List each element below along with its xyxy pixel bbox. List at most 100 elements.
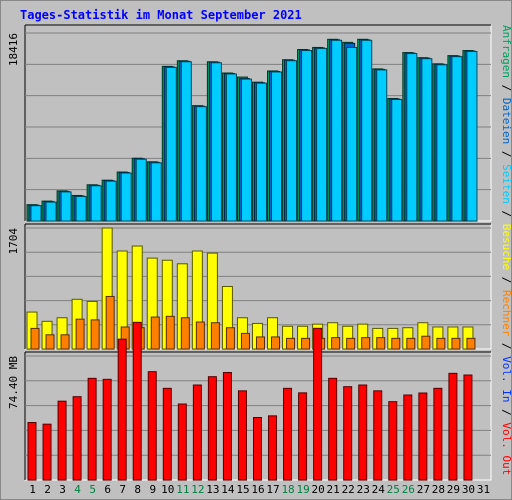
bar-seiten-day-13 [210, 62, 222, 222]
panel-top: 18416 [7, 24, 492, 222]
bar-seiten-day-21 [331, 39, 343, 222]
bar-seiten-day-16 [255, 82, 267, 222]
bar-rechner-day-17 [271, 336, 281, 350]
bar-vol-out-day-2 [42, 423, 52, 481]
panel-axis-max-label: 18416 [7, 33, 20, 66]
x-tick-label: 15 [236, 483, 249, 496]
bar-vol-out-day-4 [72, 396, 82, 481]
bar-rechner-day-19 [301, 337, 311, 350]
x-tick-label: 16 [251, 483, 264, 496]
bar-seiten-day-30 [466, 51, 478, 222]
legend-entry: / [500, 270, 512, 290]
x-tick-label: 5 [89, 483, 96, 496]
legend-entry: / [500, 144, 512, 164]
bar-rechner-day-18 [286, 337, 296, 350]
bar-rechner-day-6 [105, 295, 115, 350]
bar-seiten-day-19 [301, 50, 313, 222]
legend-entry: Vol. In [500, 356, 512, 402]
bar-rechner-day-15 [240, 332, 250, 350]
x-tick-label: 24 [372, 483, 386, 496]
x-tick-label: 11 [176, 483, 189, 496]
x-tick-label: 22 [342, 483, 355, 496]
legend-text: Anfragen / Dateien / Seiten / Besuche / … [500, 25, 512, 475]
bar-seiten-day-20 [316, 47, 328, 222]
bar-seiten-day-17 [271, 71, 283, 222]
bar-rechner-day-12 [195, 321, 205, 350]
legend-entry: Dateien [500, 98, 512, 144]
bar-vol-out-day-6 [102, 378, 112, 481]
bar-vol-out-day-19 [298, 392, 308, 481]
bar-seiten-day-22 [346, 46, 358, 222]
x-tick-label: 6 [104, 483, 111, 496]
bar-vol-out-day-5 [87, 377, 97, 481]
bar-rechner-day-29 [451, 337, 461, 350]
bar-vol-out-day-9 [147, 371, 157, 481]
bar-vol-out-day-23 [358, 384, 368, 481]
x-tick-label: 3 [59, 483, 66, 496]
bar-vol-out-day-3 [57, 400, 67, 481]
bar-seiten-day-12 [195, 106, 207, 222]
bar-rechner-day-25 [391, 337, 401, 350]
bar-seiten-day-1 [30, 205, 42, 222]
bar-vol-out-day-28 [433, 387, 443, 481]
bar-vol-out-day-20 [313, 327, 323, 481]
bar-vol-out-day-29 [448, 372, 458, 481]
bar-vol-out-day-27 [418, 392, 428, 481]
x-tick-label: 29 [447, 483, 460, 496]
bar-rechner-day-10 [165, 315, 175, 350]
x-tick-label: 9 [149, 483, 156, 496]
bar-seiten-day-29 [451, 56, 463, 222]
bar-vol-out-day-10 [162, 387, 172, 481]
bar-vol-out-day-25 [388, 401, 398, 481]
legend-entry: Anfragen [500, 25, 512, 78]
x-tick-label: 20 [312, 483, 325, 496]
bar-seiten-day-6 [105, 180, 117, 222]
bar-rechner-day-13 [210, 322, 220, 350]
x-tick-label: 2 [44, 483, 51, 496]
bar-rechner-day-14 [225, 327, 235, 350]
bar-seiten-day-7 [120, 172, 132, 222]
bar-seiten-day-10 [165, 66, 177, 222]
bar-vol-out-day-21 [328, 377, 338, 481]
chart-panels: 18416 1704 74.40 MB [7, 24, 492, 481]
bar-seiten-day-28 [436, 64, 448, 222]
bar-vol-out-day-13 [207, 376, 217, 481]
bar-seiten-day-25 [391, 99, 403, 222]
bar-vol-out-day-22 [343, 386, 353, 481]
x-tick-label: 10 [161, 483, 174, 496]
bar-vol-out-day-24 [373, 390, 383, 481]
bar-vol-out-day-17 [268, 415, 278, 481]
bar-rechner-day-9 [150, 316, 160, 350]
bar-rechner-day-5 [90, 319, 100, 350]
chart-title: Tages-Statistik im Monat September 2021 [20, 8, 302, 22]
bar-vol-out-day-1 [27, 422, 37, 481]
panel-axis-max-label: 74.40 MB [7, 356, 20, 409]
legend-entry: / [500, 336, 512, 356]
bar-seiten-day-2 [45, 201, 57, 222]
bar-seiten-day-24 [376, 69, 388, 222]
panel-middle: 1704 [7, 223, 492, 350]
bar-rechner-day-27 [421, 335, 431, 350]
bar-seiten-day-27 [421, 58, 433, 222]
bar-rechner-day-28 [436, 337, 446, 350]
bar-rechner-day-1 [30, 327, 40, 350]
bar-seiten-day-4 [75, 195, 87, 222]
x-axis-day-labels: 1 2 3 4 5 6 7 8 9 10 11 12 13 14 15 16 17 18 19 20 21 22 23 24 2… [29, 483, 490, 496]
bar-seiten-day-3 [60, 191, 72, 222]
bar-vol-out-day-16 [252, 417, 262, 481]
x-tick-label: 13 [206, 483, 219, 496]
bar-rechner-day-22 [346, 337, 356, 350]
x-tick-label: 17 [266, 483, 279, 496]
bar-rechner-day-2 [45, 334, 55, 350]
legend-entry: Vol. Out [500, 422, 512, 475]
bar-seiten-day-15 [240, 78, 252, 222]
x-tick-label: 30 [462, 483, 475, 496]
bar-vol-out-day-18 [283, 387, 293, 481]
x-tick-label: 27 [417, 483, 430, 496]
bar-rechner-day-26 [406, 337, 416, 350]
bar-seiten-day-5 [90, 185, 102, 222]
legend-entry: Rechner [500, 290, 512, 337]
x-tick-label: 31 [477, 483, 490, 496]
bar-rechner-day-23 [361, 337, 371, 350]
